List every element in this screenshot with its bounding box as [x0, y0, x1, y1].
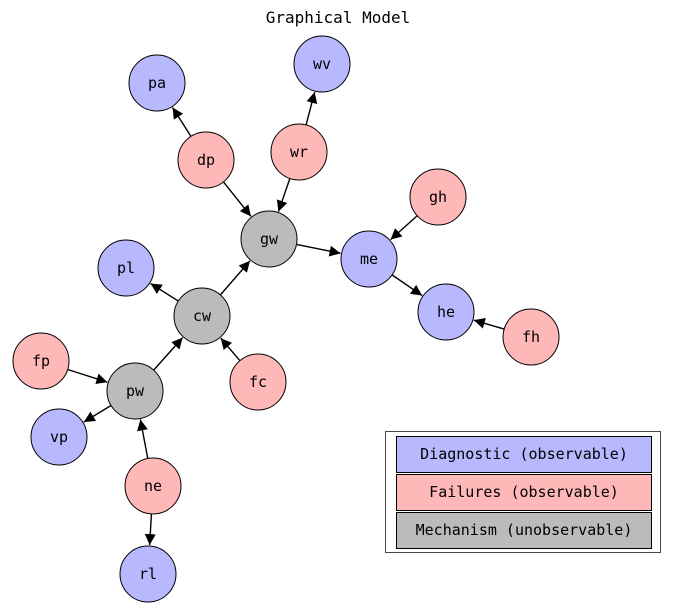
node-circle-he	[417, 283, 475, 341]
node-gw: gw	[240, 210, 298, 268]
edge-wr-to-gw	[276, 178, 291, 212]
node-circle-pa	[128, 54, 186, 112]
node-circle-rl	[119, 545, 177, 603]
legend: Diagnostic (observable) Failures (observ…	[385, 431, 661, 553]
node-gh: gh	[409, 168, 467, 226]
node-label-fc: fc	[249, 373, 267, 391]
node-circle-fh	[502, 308, 560, 366]
node-fc: fc	[229, 353, 287, 411]
legend-entry-diagnostic: Diagnostic (observable)	[396, 436, 652, 473]
node-rl: rl	[119, 545, 177, 603]
edge-dp-to-pa	[171, 107, 192, 137]
edge-me-to-he	[391, 274, 423, 297]
node-label-me: me	[360, 250, 378, 268]
edge-ne-to-pw	[137, 419, 149, 459]
node-label-pw: pw	[126, 382, 145, 400]
node-circle-gh	[409, 168, 467, 226]
node-fp: fp	[12, 332, 70, 390]
node-label-vp: vp	[50, 428, 68, 446]
edge-dp-to-gw	[222, 181, 252, 217]
node-wr: wr	[270, 123, 328, 181]
node-label-wv: wv	[313, 55, 331, 73]
edge-pw-to-cw	[153, 337, 184, 371]
node-label-wr: wr	[290, 143, 308, 161]
node-vp: vp	[30, 408, 88, 466]
edge-fp-to-pw	[67, 368, 108, 385]
edge-fh-to-he	[473, 318, 505, 330]
diagram-title: Graphical Model	[265, 8, 411, 27]
node-circle-dp	[177, 131, 235, 189]
edge-gw-to-me	[296, 243, 341, 257]
nodes-layer: pa wv dp wr gh gw me pl cw he fh fp fc pw vp ne rl	[12, 35, 560, 603]
node-label-gh: gh	[429, 188, 447, 206]
edge-cw-to-pl	[150, 282, 179, 302]
node-label-pl: pl	[117, 259, 135, 277]
node-circle-fc	[229, 353, 287, 411]
node-circle-vp	[30, 408, 88, 466]
node-label-gw: gw	[260, 230, 279, 248]
node-pl: pl	[97, 239, 155, 297]
node-circle-gw	[240, 210, 298, 268]
node-label-fp: fp	[32, 352, 50, 370]
node-circle-pl	[97, 239, 155, 297]
edge-ne-to-rl	[144, 513, 156, 546]
legend-entry-mechanism: Mechanism (unobservable)	[396, 512, 652, 549]
node-cw: cw	[173, 287, 231, 345]
node-label-cw: cw	[193, 307, 212, 325]
node-me: me	[340, 230, 398, 288]
node-circle-wv	[293, 35, 351, 93]
node-circle-me	[340, 230, 398, 288]
edge-cw-to-gw	[219, 260, 251, 296]
edge-wr-to-wv	[305, 91, 318, 126]
edge-pw-to-vp	[83, 404, 112, 423]
node-circle-cw	[173, 287, 231, 345]
node-label-rl: rl	[139, 565, 157, 583]
node-circle-pw	[106, 362, 164, 420]
node-label-he: he	[437, 303, 455, 321]
edges-layer	[67, 91, 505, 546]
node-circle-fp	[12, 332, 70, 390]
node-pw: pw	[106, 362, 164, 420]
node-pa: pa	[128, 54, 186, 112]
node-circle-ne	[124, 457, 182, 515]
node-fh: fh	[502, 308, 560, 366]
node-label-ne: ne	[144, 477, 162, 495]
legend-entry-failures: Failures (observable)	[396, 474, 652, 511]
node-he: he	[417, 283, 475, 341]
edge-gh-to-me	[390, 215, 418, 241]
node-dp: dp	[177, 131, 235, 189]
node-label-pa: pa	[148, 74, 166, 92]
node-wv: wv	[293, 35, 351, 93]
node-circle-wr	[270, 123, 328, 181]
edge-fc-to-cw	[220, 337, 241, 362]
node-ne: ne	[124, 457, 182, 515]
node-label-dp: dp	[197, 151, 215, 169]
node-label-fh: fh	[522, 328, 540, 346]
